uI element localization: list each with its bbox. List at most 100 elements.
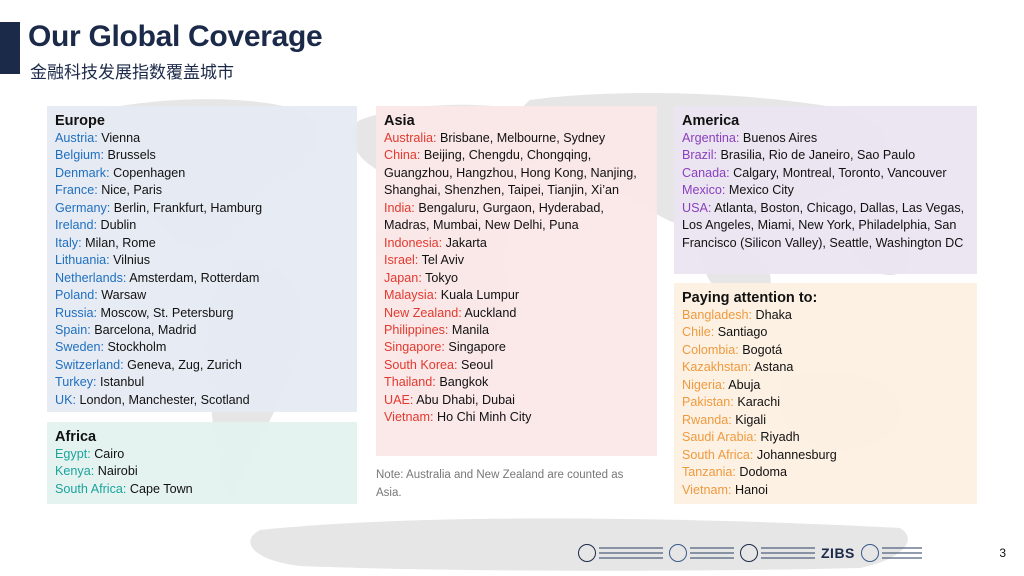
- country-label: South Africa:: [55, 481, 127, 496]
- list-item: UAE: Abu Dhabi, Dubai: [384, 392, 649, 409]
- country-label: Chile:: [682, 325, 715, 340]
- country-label: Philippines:: [384, 322, 449, 337]
- country-label: Russia:: [55, 305, 97, 320]
- country-label: Poland:: [55, 288, 98, 303]
- list-item: Bangladesh: Dhaka: [682, 307, 969, 324]
- asia-heading: Asia: [384, 113, 415, 129]
- paying-attention-heading: Paying attention to:: [682, 290, 818, 306]
- list-item: Belgium: Brussels: [55, 147, 349, 164]
- city-list: Karachi: [737, 395, 781, 410]
- country-label: Turkey:: [55, 375, 97, 390]
- country-label: South Africa:: [682, 447, 754, 462]
- city-list: Brasilia, Rio de Janeiro, Sao Paulo: [720, 148, 916, 163]
- city-list: Buenos Aires: [742, 131, 818, 145]
- country-label: UK:: [55, 392, 76, 407]
- list-item: Indonesia: Jakarta: [384, 235, 649, 252]
- city-list: Auckland: [464, 305, 517, 320]
- city-list: Cairo: [94, 447, 125, 461]
- city-list: Nice, Paris: [101, 183, 163, 198]
- europe-heading: Europe: [55, 113, 105, 129]
- america-heading: America: [682, 113, 740, 129]
- list-item: Switzerland: Geneva, Zug, Zurich: [55, 357, 349, 374]
- country-label: Vietnam:: [682, 482, 732, 497]
- city-list: Tel Aviv: [421, 253, 465, 268]
- country-label: China:: [384, 148, 421, 163]
- list-item: Turkey: Istanbul: [55, 374, 349, 391]
- list-item: France: Nice, Paris: [55, 182, 349, 199]
- city-list: Istanbul: [100, 375, 145, 390]
- partner-logo: [669, 544, 734, 562]
- country-label: Lithuania:: [55, 253, 110, 268]
- country-label: Colombia:: [682, 342, 739, 357]
- country-label: Saudi Arabia:: [682, 430, 757, 445]
- list-item: Thailand: Bangkok: [384, 374, 649, 391]
- country-label: Singapore:: [384, 340, 445, 355]
- city-list: Johannesburg: [756, 447, 837, 462]
- country-label: Bangladesh:: [682, 308, 753, 322]
- country-label: Brazil:: [682, 148, 717, 163]
- list-item: Netherlands: Amsterdam, Rotterdam: [55, 270, 349, 287]
- list-item: South Korea: Seoul: [384, 357, 649, 374]
- country-label: New Zealand:: [384, 305, 462, 320]
- country-label: Japan:: [384, 270, 422, 285]
- city-list: Nairobi: [97, 464, 138, 479]
- list-item: Chile: Santiago: [682, 324, 969, 341]
- list-item: Canada: Calgary, Montreal, Toronto, Vanc…: [682, 165, 969, 182]
- city-list: Warsaw: [101, 288, 147, 303]
- seal-icon: [740, 544, 758, 562]
- list-item: Japan: Tokyo: [384, 270, 649, 287]
- country-label: Egypt:: [55, 447, 91, 461]
- city-list: Amsterdam, Rotterdam: [129, 270, 260, 285]
- list-item: South Africa: Cape Town: [55, 481, 349, 498]
- list-item: Poland: Warsaw: [55, 287, 349, 304]
- partner-logo: [578, 544, 663, 562]
- country-label: Indonesia:: [384, 235, 443, 250]
- asia-footnote: Note: Australia and New Zealand are coun…: [376, 469, 624, 499]
- list-item: Vietnam: Ho Chi Minh City: [384, 409, 649, 426]
- africa-panel: Africa Egypt: Cairo Kenya: Nairobi South…: [47, 422, 357, 504]
- city-list: Calgary, Montreal, Toronto, Vancouver: [733, 165, 947, 180]
- city-list: Jakarta: [445, 235, 487, 250]
- list-item: Denmark: Copenhagen: [55, 165, 349, 182]
- list-item: Russia: Moscow, St. Petersburg: [55, 305, 349, 322]
- seal-icon: [578, 544, 596, 562]
- country-label: Thailand:: [384, 375, 436, 390]
- city-list: Vilnius: [113, 253, 150, 268]
- city-list: Bengaluru, Gurgaon, Hyderabad, Madras, M…: [384, 200, 604, 233]
- europe-panel: Europe Austria: Vienna Belgium: Brussels…: [47, 106, 357, 412]
- city-list: Atlanta, Boston, Chicago, Dallas, Las Ve…: [682, 200, 965, 250]
- city-list: Abuja: [728, 377, 761, 392]
- country-label: Austria:: [55, 131, 98, 145]
- country-label: South Korea:: [384, 357, 458, 372]
- country-label: France:: [55, 183, 98, 198]
- city-list: Moscow, St. Petersburg: [100, 305, 234, 320]
- country-label: Kenya:: [55, 464, 95, 479]
- list-item: Lithuania: Vilnius: [55, 252, 349, 269]
- list-item: New Zealand: Auckland: [384, 305, 649, 322]
- list-item: Mexico: Mexico City: [682, 182, 969, 199]
- seal-icon: [669, 544, 687, 562]
- city-list: Bogotá: [742, 342, 783, 357]
- page-subtitle: 金融科技发展指数覆盖城市: [30, 63, 234, 82]
- list-item: UK: London, Manchester, Scotland: [55, 392, 349, 409]
- country-label: Mexico:: [682, 183, 726, 198]
- city-list: Vienna: [101, 131, 141, 145]
- list-item: Argentina: Buenos Aires: [682, 130, 969, 147]
- country-label: Canada:: [682, 165, 730, 180]
- asia-panel: Asia Australia: Brisbane, Melbourne, Syd…: [376, 106, 657, 456]
- country-label: Denmark:: [55, 165, 110, 180]
- country-label: Malaysia:: [384, 288, 438, 303]
- list-item: Germany: Berlin, Frankfurt, Hamburg: [55, 200, 349, 217]
- america-panel: America Argentina: Buenos Aires Brazil: …: [674, 106, 977, 274]
- list-item: Sweden: Stockholm: [55, 339, 349, 356]
- title-accent-bar: [0, 22, 20, 74]
- city-list: Tokyo: [425, 270, 458, 285]
- country-label: Italy:: [55, 235, 82, 250]
- list-item: Spain: Barcelona, Madrid: [55, 322, 349, 339]
- country-label: UAE:: [384, 392, 414, 407]
- country-label: Tanzania:: [682, 465, 736, 480]
- country-label: Sweden:: [55, 340, 105, 355]
- list-item: USA: Atlanta, Boston, Chicago, Dallas, L…: [682, 200, 969, 252]
- list-item: Brazil: Brasilia, Rio de Janeiro, Sao Pa…: [682, 147, 969, 164]
- list-item: Philippines: Manila: [384, 322, 649, 339]
